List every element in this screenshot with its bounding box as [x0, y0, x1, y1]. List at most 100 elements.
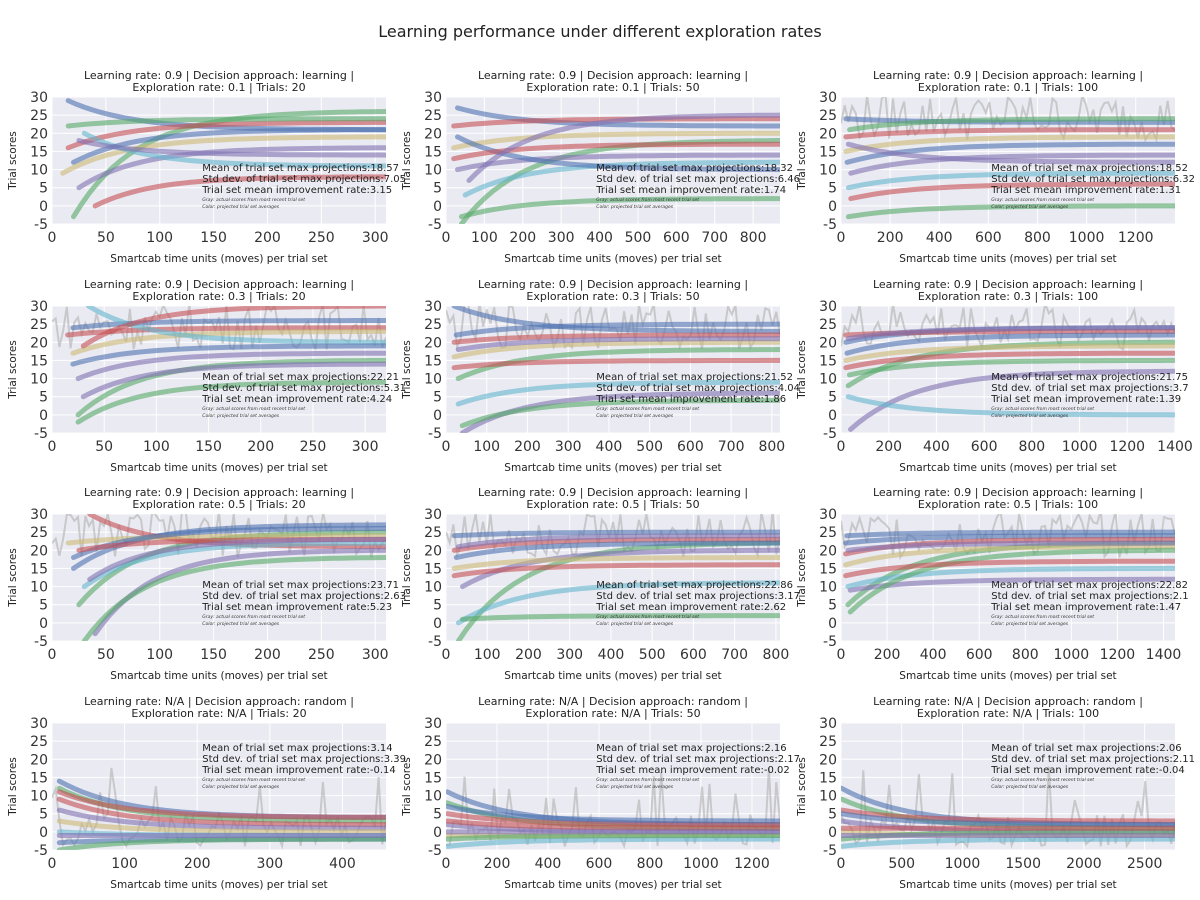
subplot-title: Learning rate: 0.9 | Decision approach: …: [873, 278, 1143, 291]
projected-series-line: [455, 134, 780, 173]
y-tick-label: 15: [819, 353, 837, 369]
x-axis-label: Smartcab time units (moves) per trial se…: [110, 253, 327, 265]
y-tick-label: -5: [823, 843, 837, 859]
x-tick-label: 200: [514, 439, 541, 455]
note-color: Color: projected trial set averages: [596, 621, 674, 627]
projected-series-line: [845, 325, 1175, 342]
projected-series-line: [446, 836, 780, 849]
x-tick-label: 300: [352, 439, 379, 455]
stat-rate: Trial set mean improvement rate:4.24: [201, 394, 392, 405]
projected-series-line: [65, 119, 386, 151]
y-tick-label: 20: [424, 335, 442, 351]
y-tick-label: 20: [819, 752, 837, 768]
note-color: Color: projected trial set averages: [991, 784, 1069, 790]
x-tick-label: 1000: [683, 856, 719, 872]
y-tick-label: -5: [34, 843, 48, 859]
y-tick-label: 30: [819, 90, 837, 106]
note-gray: Gray: actual scores from most recent tri…: [991, 197, 1094, 203]
y-tick-label: 20: [30, 543, 48, 559]
note-gray: Gray: actual scores from most recent tri…: [202, 197, 305, 203]
projected-series-line: [446, 818, 780, 831]
x-tick-label: 800: [763, 647, 790, 663]
x-tick-label: 0: [837, 856, 846, 872]
y-tick-label: 30: [30, 90, 48, 106]
x-tick-label: 300: [362, 230, 389, 246]
x-tick-label: 500: [625, 230, 652, 246]
y-tick-label: 20: [30, 335, 48, 351]
subplot-title: Learning rate: 0.9 | Decision approach: …: [873, 69, 1143, 82]
series-group: [446, 514, 780, 641]
x-tick-label: 200: [515, 647, 542, 663]
subplot-3: 0 200 400 600 800 1000 1200-5051015202530Learn…: [796, 69, 1195, 265]
note-gray: Gray: actual scores from most recent tri…: [596, 777, 699, 783]
note-color: Color: projected trial set averages: [596, 413, 674, 419]
x-axis-label: Smartcab time units (moves) per trial se…: [899, 670, 1116, 682]
subplot-subtitle: Exploration rate: 0.3 | Trials: 20: [132, 290, 305, 303]
projected-series-line: [65, 533, 386, 546]
projected-series-line: [65, 325, 386, 338]
projected-series-line: [451, 529, 780, 539]
series-group: [446, 306, 780, 433]
projected-series-line: [844, 332, 1175, 356]
projected-series-line: [56, 836, 386, 850]
y-tick-label: 25: [424, 734, 442, 750]
projected-series-line: [846, 357, 1175, 378]
series-group: [52, 767, 386, 850]
note-gray: Gray: actual scores from most recent tri…: [991, 777, 1094, 783]
y-tick-label: 15: [819, 770, 837, 786]
projected-series-line: [455, 533, 780, 550]
y-tick-label: -5: [34, 217, 48, 233]
y-tick-label: 10: [424, 372, 442, 388]
x-tick-label: 100: [146, 647, 173, 663]
y-tick-label: 0: [828, 825, 837, 841]
stat-mean: Mean of trial set max projections:18.52: [991, 163, 1188, 174]
x-tick-label: 600: [586, 856, 613, 872]
y-tick-label: 0: [39, 408, 48, 424]
projected-series-line: [87, 536, 386, 582]
subplot-title: Learning rate: 0.9 | Decision approach: …: [84, 486, 354, 499]
y-tick-label: 25: [424, 108, 442, 124]
projected-series-line: [71, 526, 386, 560]
x-tick-label: 1500: [1005, 856, 1041, 872]
subplot-11: 0 200 400 600 800 1000 1200-5051015202530Learn…: [401, 695, 800, 891]
subplot-subtitle: Exploration rate: 0.3 | Trials: 50: [526, 290, 699, 303]
stat-std: Std dev. of trial set max projections:5.…: [202, 383, 406, 394]
subplot-subtitle: Exploration rate: 0.1 | Trials: 20: [132, 81, 305, 94]
x-axis-label: Smartcab time units (moves) per trial se…: [899, 253, 1116, 265]
projected-series-line: [844, 529, 1175, 539]
projected-series-line: [56, 807, 386, 831]
x-tick-label: 0: [442, 230, 451, 246]
x-tick-label: 800: [758, 439, 785, 455]
y-tick-label: 15: [424, 561, 442, 577]
projected-series-line: [843, 350, 1175, 371]
projected-series-line: [451, 332, 780, 345]
y-tick-label: -5: [428, 843, 442, 859]
y-tick-label: -5: [428, 634, 442, 650]
x-tick-label: 200: [184, 856, 211, 872]
projected-series-line: [843, 544, 1175, 568]
y-tick-label: 0: [433, 408, 442, 424]
series-group: [446, 767, 780, 849]
stat-std: Std dev. of trial set max projections:6.…: [596, 174, 800, 185]
y-tick-label: 20: [424, 126, 442, 142]
note-color: Color: projected trial set averages: [202, 204, 280, 210]
note-gray: Gray: actual scores from most recent tri…: [202, 614, 305, 620]
projected-series-line: [847, 547, 1175, 615]
projected-series-line: [71, 127, 386, 165]
x-tick-label: 50: [97, 230, 115, 246]
stat-std: Std dev. of trial set max projections:2.…: [596, 754, 800, 765]
x-tick-label: 700: [701, 230, 728, 246]
projected-series-line: [845, 141, 1175, 165]
projected-series-line: [843, 127, 1175, 140]
y-tick-label: 25: [30, 734, 48, 750]
x-tick-label: 800: [1018, 439, 1045, 455]
x-tick-label: 0: [48, 230, 57, 246]
projected-series-line: [458, 196, 780, 220]
stat-rate: Trial set mean improvement rate:-0.04: [990, 765, 1184, 776]
x-tick-label: 300: [362, 647, 389, 663]
stat-std: Std dev. of trial set max projections:2.…: [991, 754, 1195, 765]
x-tick-label: 600: [966, 647, 993, 663]
projected-series-line: [86, 306, 386, 345]
series-group: [841, 514, 1175, 615]
note-gray: Gray: actual scores from most recent tri…: [991, 406, 1094, 412]
